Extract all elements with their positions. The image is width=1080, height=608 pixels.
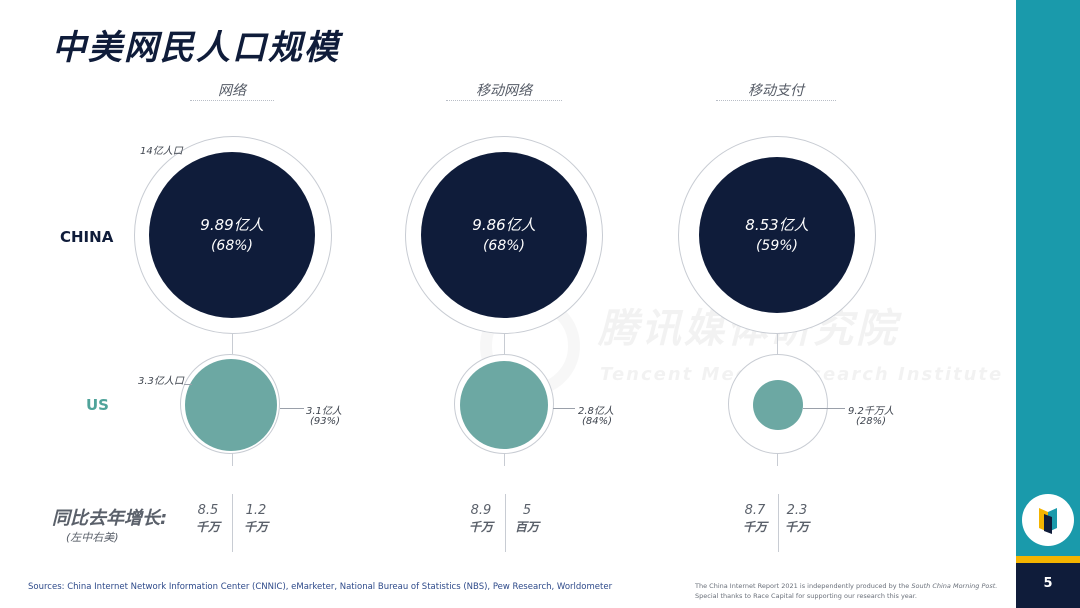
us-value-pointer <box>280 408 304 409</box>
brand-logo-icon <box>1039 508 1057 534</box>
us-bubble-mobile-payment <box>753 380 803 430</box>
china-population-label: 14亿人口 <box>140 146 183 157</box>
us-value-pointer <box>803 408 845 409</box>
growth-cn-mobile-payment-unit: 千万 <box>742 520 767 534</box>
growth-cn-mobile-internet-unit: 千万 <box>468 520 493 534</box>
credit-publisher: South China Morning Post. <box>911 582 998 590</box>
column-header-underline <box>446 100 562 101</box>
china-bubble-internet <box>149 152 315 318</box>
us-value-mobile-payment: 9.2千万人 <box>848 406 894 417</box>
growth-us-mobile-payment-value: 2.3 <box>786 503 808 518</box>
column-header-mobile-internet: 移动网络 <box>476 83 532 99</box>
column-header-underline <box>190 100 274 101</box>
row-label-china: CHINA <box>60 228 114 246</box>
china-bubble-mobile-payment <box>699 157 855 313</box>
connector-line <box>232 334 233 354</box>
china-pct-internet: (68%) <box>210 238 254 254</box>
us-pct-internet: (93%) <box>310 416 341 427</box>
sidebar-accent-strip <box>1016 556 1080 563</box>
connector-line <box>504 334 505 354</box>
growth-us-internet-value: 1.2 <box>245 503 267 518</box>
connector-line <box>232 450 233 466</box>
credit-line2: Special thanks to Race Capital for suppo… <box>695 592 917 600</box>
page-title: 中美网民人口规模 <box>52 28 340 68</box>
credit-note: The China Internet Report 2021 is indepe… <box>695 581 1010 601</box>
growth-cn-mobile-internet-value: 8.9 <box>470 503 492 518</box>
column-header-mobile-payment: 移动支付 <box>748 83 804 99</box>
china-value-internet: 9.89亿人 <box>200 216 264 234</box>
growth-cn-mobile-payment-value: 8.7 <box>744 503 766 518</box>
us-population-pointer <box>184 384 192 385</box>
growth-cn-internet-value: 8.5 <box>197 503 219 518</box>
us-value-mobile-internet: 2.8亿人 <box>578 406 614 417</box>
sources-note: Sources: China Internet Network Informat… <box>28 582 613 592</box>
growth-us-mobile-internet-value: 5 <box>522 503 532 518</box>
sidebar-footer <box>1016 563 1080 608</box>
growth-us-internet-unit: 千万 <box>243 520 268 534</box>
growth-subtitle: (左中右美) <box>66 531 119 544</box>
china-bubble-mobile-internet <box>421 152 587 318</box>
us-value-internet: 3.1亿人 <box>306 406 342 417</box>
column-header-internet: 网络 <box>218 83 246 99</box>
china-pct-mobile-payment: (59%) <box>755 238 799 254</box>
china-value-mobile-internet: 9.86亿人 <box>472 216 536 234</box>
growth-divider <box>505 494 506 552</box>
us-population-label: 3.3亿人口 <box>138 376 184 387</box>
brand-logo <box>1022 494 1074 546</box>
page-number: 5 <box>1043 576 1053 591</box>
us-value-pointer <box>553 408 575 409</box>
growth-us-mobile-payment-unit: 千万 <box>784 520 809 534</box>
connector-line <box>504 450 505 466</box>
us-bubble-mobile-internet <box>460 361 548 449</box>
growth-us-mobile-internet-unit: 百万 <box>514 520 539 534</box>
growth-divider <box>778 494 779 552</box>
connector-line <box>777 334 778 354</box>
china-pct-mobile-internet: (68%) <box>482 238 526 254</box>
us-pct-mobile-payment: (28%) <box>856 416 887 427</box>
growth-cn-internet-unit: 千万 <box>195 520 220 534</box>
growth-title: 同比去年增长: <box>52 508 168 529</box>
credit-line1: The China Internet Report 2021 is indepe… <box>695 582 912 590</box>
column-header-underline <box>716 100 836 101</box>
row-label-us: US <box>86 396 109 414</box>
us-bubble-internet <box>185 359 277 451</box>
growth-divider <box>232 494 233 552</box>
us-pct-mobile-internet: (84%) <box>582 416 613 427</box>
china-value-mobile-payment: 8.53亿人 <box>745 216 809 234</box>
connector-line <box>777 450 778 466</box>
